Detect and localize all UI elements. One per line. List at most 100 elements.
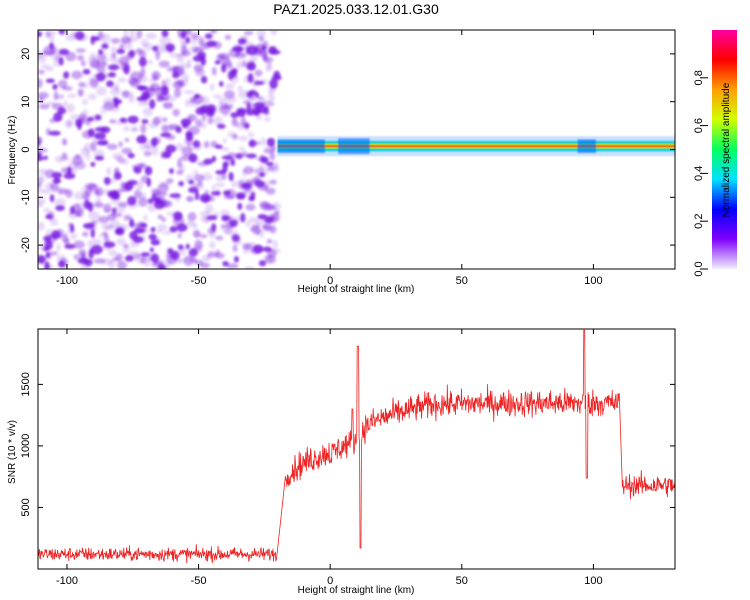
noise-blob	[195, 107, 206, 115]
signal-band-layer	[277, 145, 675, 148]
noise-blob	[90, 114, 103, 123]
noise-blob	[57, 107, 67, 115]
noise-blob	[53, 112, 63, 122]
noise-blob	[121, 90, 130, 98]
noise-blob	[117, 77, 127, 83]
signal-band	[277, 136, 675, 157]
noise-blob	[268, 46, 277, 55]
noise-blob	[100, 33, 111, 44]
noise-blob	[129, 231, 138, 240]
noise-blob	[231, 180, 238, 188]
noise-blob	[112, 191, 121, 200]
noise-blob	[38, 175, 45, 184]
noise-blob	[126, 35, 139, 43]
noise-blob	[97, 65, 106, 74]
noise-blob	[195, 69, 206, 77]
noise-blob	[87, 56, 97, 65]
noise-blob	[167, 248, 174, 255]
noise-blob	[197, 180, 203, 187]
noise-blob	[168, 124, 179, 130]
noise-blob	[121, 147, 133, 155]
noise-blob	[134, 238, 140, 248]
snr-y-ticks: 500 1000 1500	[20, 372, 675, 517]
noise-blob	[258, 260, 267, 267]
noise-blob	[210, 140, 218, 148]
noise-blob	[63, 100, 68, 107]
noise-blob	[246, 102, 251, 113]
colorbar-label: Normalized spectral amplitude	[721, 82, 732, 217]
noise-blob	[179, 164, 186, 174]
noise-blob	[229, 74, 239, 84]
noise-blob	[187, 114, 198, 122]
noise-blob	[116, 49, 126, 54]
colorbar: 0.0 0.2 0.4 0.6 0.8 Normalized spectral ampl…	[693, 30, 737, 277]
noise-blob	[262, 51, 268, 60]
noise-blob	[58, 188, 69, 195]
noise-blob	[74, 209, 82, 217]
noise-blob	[236, 107, 247, 115]
noise-blob	[87, 93, 97, 101]
noise-blob	[73, 161, 86, 170]
noise-blob	[252, 106, 261, 115]
noise-blob	[258, 35, 265, 42]
noise-blob	[135, 163, 145, 170]
signal-burst	[577, 139, 597, 154]
noise-blob	[123, 64, 130, 75]
snr-x-tick-label: 50	[456, 575, 468, 587]
noise-blob	[93, 258, 106, 264]
noise-blob	[169, 225, 178, 233]
noise-blob	[200, 75, 208, 84]
noise-blob	[166, 66, 178, 72]
noise-blob	[194, 190, 200, 201]
noise-blob	[149, 78, 154, 83]
noise-blob	[129, 30, 136, 37]
snr-series-line	[38, 329, 675, 564]
noise-blob	[90, 245, 103, 255]
noise-blob	[238, 180, 245, 190]
noise-blob	[43, 51, 54, 56]
noise-blob	[235, 152, 243, 160]
snr-y-tick-label: 1500	[20, 372, 32, 396]
noise-blob	[47, 211, 55, 221]
noise-blob	[163, 151, 172, 159]
noise-blob	[38, 222, 45, 231]
noise-blob	[268, 93, 276, 101]
noise-blob	[242, 184, 250, 193]
noise-blob	[242, 168, 247, 177]
noise-blob	[269, 151, 276, 161]
noise-blob	[209, 82, 215, 92]
noise-blob	[149, 247, 154, 253]
noise-blob	[165, 144, 177, 154]
noise-blob	[229, 230, 239, 238]
noise-blob	[75, 48, 86, 53]
noise-blob	[176, 79, 185, 87]
noise-blob	[76, 54, 85, 61]
noise-blob	[241, 151, 248, 158]
noise-blob	[47, 251, 59, 256]
noise-blob	[260, 156, 269, 164]
noise-blob	[38, 69, 45, 75]
noise-blob	[236, 61, 242, 70]
noise-blob	[152, 45, 159, 52]
noise-blob	[38, 31, 43, 37]
noise-blob	[153, 115, 164, 125]
figure-title: PAZ1.2025.033.12.01.G30	[273, 1, 439, 17]
noise-blob	[128, 49, 136, 58]
heatmap-x-tick-label: -100	[56, 275, 78, 287]
noise-blob	[87, 202, 94, 212]
noise-blob	[180, 49, 191, 57]
noise-blob	[137, 197, 148, 207]
noise-blob	[204, 189, 209, 195]
noise-blob	[180, 37, 189, 45]
heatmap-y-tick-label: 20	[20, 48, 32, 60]
noise-blob	[268, 164, 280, 174]
noise-blob	[140, 252, 150, 257]
noise-blob	[211, 30, 217, 34]
noise-blob	[81, 130, 94, 139]
noise-blob	[235, 192, 246, 199]
noise-blob	[45, 78, 56, 84]
noise-blob	[248, 71, 254, 79]
noise-blob	[71, 70, 83, 80]
noise-blob	[252, 244, 264, 254]
noise-blob	[98, 51, 108, 58]
